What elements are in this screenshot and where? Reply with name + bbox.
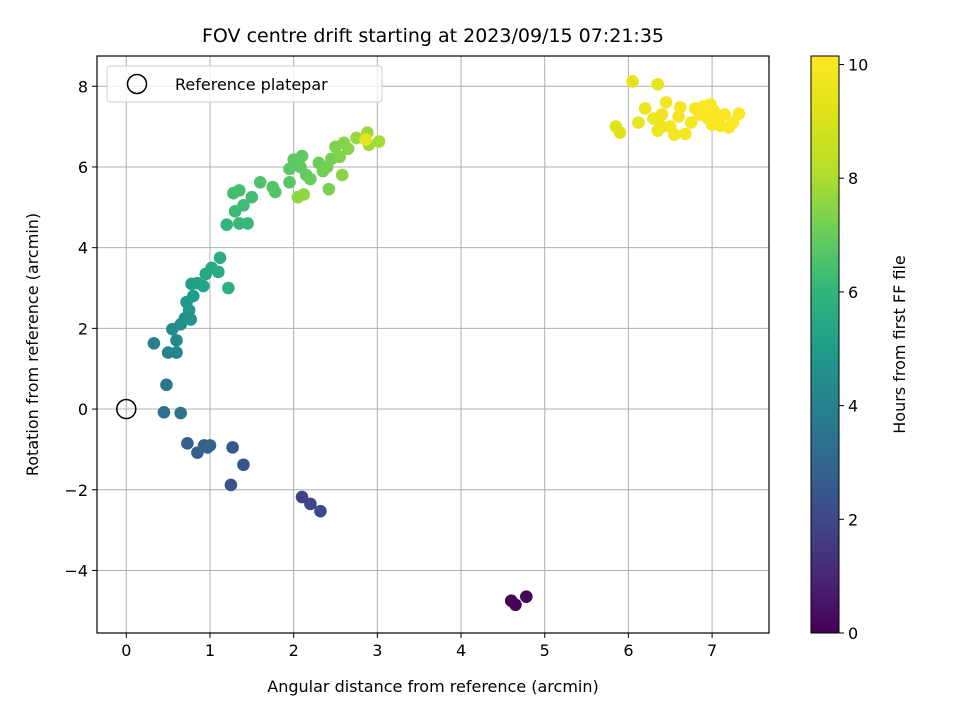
data-point xyxy=(160,378,173,392)
x-tick-label: 7 xyxy=(707,641,717,660)
data-point xyxy=(659,96,673,109)
data-point xyxy=(333,150,346,164)
data-point xyxy=(520,590,533,603)
x-tick-label: 5 xyxy=(540,641,550,660)
data-point xyxy=(226,441,239,454)
data-point xyxy=(241,217,254,230)
colorbar-tick-label: 6 xyxy=(848,283,858,302)
legend: Reference platepar xyxy=(106,65,383,103)
data-point xyxy=(684,116,698,129)
colorbar-label: Hours from first FF file xyxy=(890,255,909,434)
reference-marker-group xyxy=(116,398,137,420)
data-point xyxy=(314,504,327,518)
x-axis: 0 1 2 3 4 5 6 7 xyxy=(121,633,717,660)
data-point xyxy=(704,98,717,111)
data-point xyxy=(304,172,317,186)
data-point xyxy=(372,135,386,148)
data-points xyxy=(147,75,746,612)
data-point xyxy=(237,198,250,212)
data-point xyxy=(203,439,217,452)
colorbar-gradient xyxy=(811,56,839,633)
x-tick-label: 0 xyxy=(121,641,131,660)
data-point xyxy=(726,116,740,129)
data-point xyxy=(322,182,336,196)
x-tick-label: 2 xyxy=(289,641,299,660)
data-point xyxy=(304,497,317,511)
data-point xyxy=(170,346,183,359)
data-point xyxy=(655,120,669,133)
y-axis-label: Rotation from reference (arcmin) xyxy=(23,213,42,476)
y-tick-label: 6 xyxy=(78,158,88,177)
data-point xyxy=(732,107,746,120)
data-point xyxy=(632,116,645,129)
data-point xyxy=(672,110,685,123)
data-point xyxy=(220,218,234,231)
y-tick-label: 4 xyxy=(78,239,88,258)
data-point xyxy=(626,75,639,88)
colorbar: 0 2 4 6 8 10 Hours from first FF file xyxy=(810,55,909,643)
x-tick-label: 6 xyxy=(623,641,633,660)
grid xyxy=(97,56,769,633)
data-point xyxy=(222,281,235,295)
colorbar-tick-label: 10 xyxy=(848,56,868,75)
data-point xyxy=(295,149,309,163)
data-point xyxy=(237,458,250,472)
x-tick-label: 1 xyxy=(205,641,215,660)
data-point xyxy=(638,102,652,115)
x-axis-label: Angular distance from reference (arcmin) xyxy=(267,677,598,696)
data-point xyxy=(212,265,225,279)
data-point xyxy=(718,108,731,121)
reference-marker xyxy=(116,398,137,420)
data-point xyxy=(283,175,296,189)
data-point xyxy=(668,128,681,141)
y-tick-label: −2 xyxy=(64,481,88,500)
data-point xyxy=(679,127,692,141)
legend-box xyxy=(106,65,383,103)
colorbar-ticks: 0 2 4 6 8 10 xyxy=(839,56,868,643)
legend-label: Reference platepar xyxy=(175,75,328,94)
colorbar-tick-label: 4 xyxy=(848,397,858,416)
data-point xyxy=(232,184,246,197)
data-point xyxy=(673,100,687,114)
data-point xyxy=(186,289,200,303)
data-point xyxy=(359,133,372,146)
colorbar-frame xyxy=(810,55,840,634)
data-point xyxy=(297,188,311,201)
data-point xyxy=(335,168,349,182)
data-point xyxy=(245,190,259,204)
x-tick-label: 4 xyxy=(456,641,466,660)
colorbar-tick-label: 8 xyxy=(848,169,858,188)
data-point xyxy=(613,126,627,139)
plot-frame xyxy=(96,55,770,634)
data-point xyxy=(253,175,267,189)
data-point xyxy=(184,313,198,326)
data-point xyxy=(213,251,227,265)
y-tick-label: −4 xyxy=(64,561,88,580)
data-point xyxy=(170,334,183,347)
data-point xyxy=(509,598,522,612)
data-point xyxy=(224,478,238,492)
legend-marker-icon xyxy=(126,73,148,95)
y-tick-label: 2 xyxy=(78,319,88,338)
data-point xyxy=(147,336,161,350)
data-point xyxy=(181,437,194,450)
data-point xyxy=(295,490,309,504)
data-point xyxy=(268,185,282,199)
colorbar-tick-label: 2 xyxy=(848,510,858,529)
data-point xyxy=(651,77,664,91)
data-point xyxy=(655,108,669,121)
data-point xyxy=(196,279,210,293)
chart-title: FOV centre drift starting at 2023/09/15 … xyxy=(202,25,664,47)
y-axis: −4 −2 0 2 4 6 8 xyxy=(64,77,97,580)
data-point xyxy=(157,405,171,419)
colorbar-tick-label: 0 xyxy=(848,624,858,643)
y-tick-label: 0 xyxy=(78,400,88,419)
data-point xyxy=(174,406,187,420)
data-point xyxy=(341,142,355,156)
x-tick-label: 3 xyxy=(372,641,382,660)
y-tick-label: 8 xyxy=(78,77,88,96)
